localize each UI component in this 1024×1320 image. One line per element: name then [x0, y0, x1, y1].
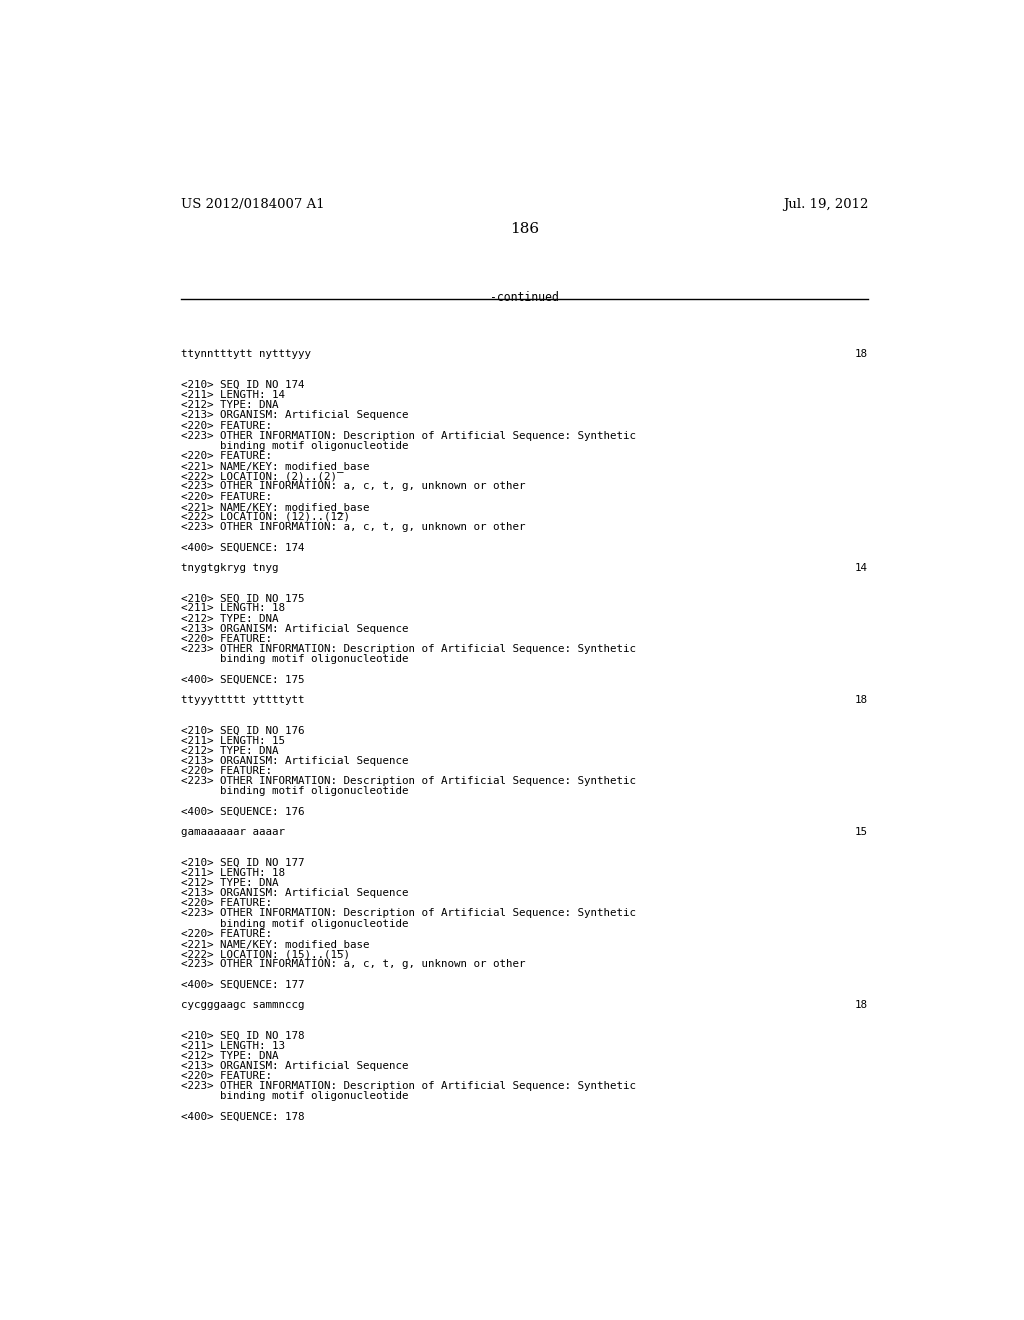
Text: <212> TYPE: DNA: <212> TYPE: DNA [180, 1051, 279, 1061]
Text: <400> SEQUENCE: 176: <400> SEQUENCE: 176 [180, 807, 304, 817]
Text: <221> NAME/KEY: modified_base: <221> NAME/KEY: modified_base [180, 939, 370, 950]
Text: <220> FEATURE:: <220> FEATURE: [180, 491, 271, 502]
Text: <220> FEATURE:: <220> FEATURE: [180, 421, 271, 430]
Text: 18: 18 [855, 999, 868, 1010]
Text: <223> OTHER INFORMATION: a, c, t, g, unknown or other: <223> OTHER INFORMATION: a, c, t, g, unk… [180, 523, 525, 532]
Text: <213> ORGANISM: Artificial Sequence: <213> ORGANISM: Artificial Sequence [180, 411, 409, 420]
Text: <223> OTHER INFORMATION: Description of Artificial Sequence: Synthetic: <223> OTHER INFORMATION: Description of … [180, 644, 636, 655]
Text: <223> OTHER INFORMATION: Description of Artificial Sequence: Synthetic: <223> OTHER INFORMATION: Description of … [180, 1081, 636, 1092]
Text: US 2012/0184007 A1: US 2012/0184007 A1 [180, 198, 325, 211]
Text: -continued: -continued [490, 290, 559, 304]
Text: <223> OTHER INFORMATION: Description of Artificial Sequence: Synthetic: <223> OTHER INFORMATION: Description of … [180, 776, 636, 787]
Text: <210> SEQ ID NO 175: <210> SEQ ID NO 175 [180, 593, 304, 603]
Text: <213> ORGANISM: Artificial Sequence: <213> ORGANISM: Artificial Sequence [180, 756, 409, 766]
Text: 14: 14 [855, 562, 868, 573]
Text: <223> OTHER INFORMATION: Description of Artificial Sequence: Synthetic: <223> OTHER INFORMATION: Description of … [180, 908, 636, 919]
Text: <212> TYPE: DNA: <212> TYPE: DNA [180, 614, 279, 623]
Text: <213> ORGANISM: Artificial Sequence: <213> ORGANISM: Artificial Sequence [180, 888, 409, 898]
Text: 18: 18 [855, 350, 868, 359]
Text: <220> FEATURE:: <220> FEATURE: [180, 766, 271, 776]
Text: binding motif oligonucleotide: binding motif oligonucleotide [180, 787, 409, 796]
Text: 18: 18 [855, 694, 868, 705]
Text: <210> SEQ ID NO 176: <210> SEQ ID NO 176 [180, 726, 304, 735]
Text: <212> TYPE: DNA: <212> TYPE: DNA [180, 746, 279, 756]
Text: <220> FEATURE:: <220> FEATURE: [180, 1071, 271, 1081]
Text: <220> FEATURE:: <220> FEATURE: [180, 451, 271, 461]
Text: <222> LOCATION: (15)..(15): <222> LOCATION: (15)..(15) [180, 949, 350, 960]
Text: <220> FEATURE:: <220> FEATURE: [180, 929, 271, 939]
Text: <223> OTHER INFORMATION: a, c, t, g, unknown or other: <223> OTHER INFORMATION: a, c, t, g, unk… [180, 482, 525, 491]
Text: <400> SEQUENCE: 175: <400> SEQUENCE: 175 [180, 675, 304, 685]
Text: <211> LENGTH: 14: <211> LENGTH: 14 [180, 389, 285, 400]
Text: <211> LENGTH: 18: <211> LENGTH: 18 [180, 603, 285, 614]
Text: <400> SEQUENCE: 178: <400> SEQUENCE: 178 [180, 1111, 304, 1122]
Text: ttynntttytt nytttyyy: ttynntttytt nytttyyy [180, 350, 310, 359]
Text: <220> FEATURE:: <220> FEATURE: [180, 634, 271, 644]
Text: 15: 15 [855, 828, 868, 837]
Text: <223> OTHER INFORMATION: a, c, t, g, unknown or other: <223> OTHER INFORMATION: a, c, t, g, unk… [180, 960, 525, 969]
Text: <211> LENGTH: 15: <211> LENGTH: 15 [180, 735, 285, 746]
Text: <211> LENGTH: 13: <211> LENGTH: 13 [180, 1040, 285, 1051]
Text: <210> SEQ ID NO 174: <210> SEQ ID NO 174 [180, 380, 304, 389]
Text: binding motif oligonucleotide: binding motif oligonucleotide [180, 441, 409, 451]
Text: <212> TYPE: DNA: <212> TYPE: DNA [180, 878, 279, 888]
Text: ttyyyttttt yttttytt: ttyyyttttt yttttytt [180, 694, 304, 705]
Text: <212> TYPE: DNA: <212> TYPE: DNA [180, 400, 279, 411]
Text: <222> LOCATION: (2)..(2): <222> LOCATION: (2)..(2) [180, 471, 337, 482]
Text: <210> SEQ ID NO 177: <210> SEQ ID NO 177 [180, 858, 304, 867]
Text: tnygtgkryg tnyg: tnygtgkryg tnyg [180, 562, 279, 573]
Text: gamaaaaaar aaaar: gamaaaaaar aaaar [180, 828, 285, 837]
Text: <221> NAME/KEY: modified_base: <221> NAME/KEY: modified_base [180, 461, 370, 473]
Text: <221> NAME/KEY: modified_base: <221> NAME/KEY: modified_base [180, 502, 370, 512]
Text: 186: 186 [510, 222, 540, 235]
Text: <400> SEQUENCE: 177: <400> SEQUENCE: 177 [180, 979, 304, 990]
Text: <220> FEATURE:: <220> FEATURE: [180, 898, 271, 908]
Text: <222> LOCATION: (12)..(12): <222> LOCATION: (12)..(12) [180, 512, 350, 521]
Text: cycgggaagc sammnccg: cycgggaagc sammnccg [180, 999, 304, 1010]
Text: <223> OTHER INFORMATION: Description of Artificial Sequence: Synthetic: <223> OTHER INFORMATION: Description of … [180, 430, 636, 441]
Text: <400> SEQUENCE: 174: <400> SEQUENCE: 174 [180, 543, 304, 553]
Text: Jul. 19, 2012: Jul. 19, 2012 [782, 198, 868, 211]
Text: <210> SEQ ID NO 178: <210> SEQ ID NO 178 [180, 1031, 304, 1040]
Text: <211> LENGTH: 18: <211> LENGTH: 18 [180, 867, 285, 878]
Text: <213> ORGANISM: Artificial Sequence: <213> ORGANISM: Artificial Sequence [180, 1061, 409, 1071]
Text: binding motif oligonucleotide: binding motif oligonucleotide [180, 919, 409, 928]
Text: <213> ORGANISM: Artificial Sequence: <213> ORGANISM: Artificial Sequence [180, 624, 409, 634]
Text: binding motif oligonucleotide: binding motif oligonucleotide [180, 655, 409, 664]
Text: binding motif oligonucleotide: binding motif oligonucleotide [180, 1092, 409, 1101]
